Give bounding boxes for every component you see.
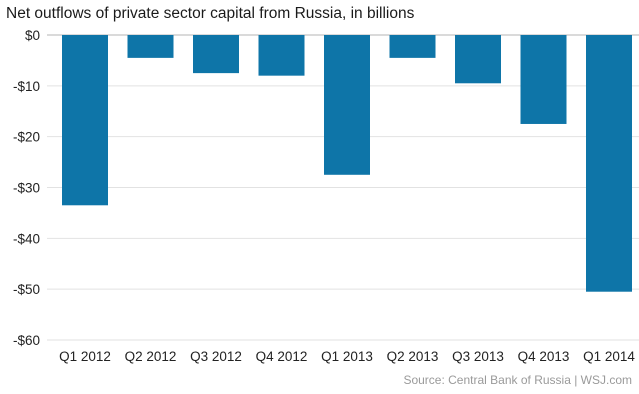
- chart-title: Net outflows of private sector capital f…: [6, 5, 415, 22]
- x-tick-label: Q1 2013: [321, 349, 373, 364]
- bar: [389, 35, 436, 58]
- bar: [324, 35, 370, 175]
- y-tick-label: -$20: [13, 130, 40, 145]
- x-tick-label: Q1 2012: [59, 349, 111, 364]
- y-tick-label: -$40: [13, 231, 40, 246]
- x-tick-label: Q2 2012: [125, 349, 177, 364]
- y-tick-label: -$10: [13, 79, 40, 94]
- y-axis-ticks: $0 -$10 -$20 -$30 -$40 -$50 -$60: [13, 28, 40, 348]
- bar: [193, 35, 239, 74]
- bar: [455, 35, 501, 84]
- x-tick-label: Q2 2013: [387, 349, 439, 364]
- bar: [127, 35, 174, 58]
- bar: [258, 35, 305, 76]
- x-axis-ticks: Q1 2012 Q2 2012 Q3 2012 Q4 2012 Q1 2013 Q2 20…: [59, 349, 635, 364]
- y-tick-label: -$50: [13, 282, 40, 297]
- bar: [520, 35, 567, 124]
- y-tick-label: $0: [25, 28, 40, 43]
- bar: [62, 35, 108, 206]
- bars: [62, 35, 632, 292]
- y-tick-label: -$30: [13, 181, 40, 196]
- x-tick-label: Q1 2014: [583, 349, 635, 364]
- x-tick-label: Q3 2013: [452, 349, 504, 364]
- y-tick-label: -$60: [13, 333, 40, 348]
- bar: [586, 35, 632, 292]
- x-tick-label: Q4 2013: [518, 349, 570, 364]
- x-tick-label: Q4 2012: [256, 349, 308, 364]
- x-tick-label: Q3 2012: [190, 349, 242, 364]
- source-note: Source: Central Bank of Russia | WSJ.com: [403, 373, 632, 387]
